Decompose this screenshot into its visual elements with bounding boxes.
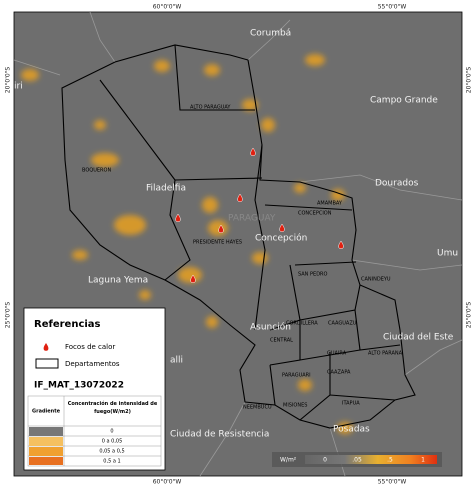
city-label: iri [14,82,23,92]
coordinate-label: 55°0'0"W [378,4,407,11]
city-label: Laguna Yema [88,276,148,286]
department-label: ITAPUA [342,401,360,407]
city-label: Posadas [333,425,370,435]
coordinate-label: 60°0'0"W [153,4,182,11]
table-cell: 0,05 a 0,5 [99,449,124,455]
colorbar-label: 0 [323,457,327,464]
paraguay-departments [61,44,416,429]
table-cell: 0 [110,429,113,435]
table-header: Gradiente [32,409,61,415]
department-label: ALTO PARANA [368,351,403,357]
colorbar-label: 1 [421,457,425,464]
department-label: SAN PEDRO [298,272,328,278]
department-label: NEEMBUCU [243,405,272,411]
department-label: CAAZAPA [327,370,351,376]
department-label: CANINDEYU [361,277,391,283]
department-label: CENTRAL [270,338,293,344]
country-label: PARAGUAY [228,214,276,224]
table-header-text: Concentración de intensidad de fuego(W/m… [67,401,158,415]
department-label: PRESIDENTE HAYES [193,240,242,246]
department-label: CAAGUAZU [328,321,357,327]
coordinate-label: 20°0'0"S [466,67,473,94]
legend-title: Referencias [34,319,101,330]
department-label: GUAIRA [327,351,347,357]
table-header: Concentración de intensidad de fuego(W/m… [67,401,158,415]
department-label: ALTO PARAGUAY [190,105,231,111]
colorbar-label: .05 [352,457,362,464]
city-label: Ciudad del Este [383,333,454,343]
coordinate-label: 25°0'0"S [466,302,473,329]
legend-item: Focos de calor [65,343,115,351]
city-label: Concepción [255,233,307,244]
colorbar-unit: W/m² [280,457,297,464]
city-label: Umu [437,249,458,259]
city-label: Campo Grande [370,96,438,106]
department-label: CONCEPCION [298,211,332,217]
city-label: Filadelfia [146,184,186,194]
city-label: Asunción [250,322,291,333]
city-label: Corumbá [250,29,291,39]
table-cell: 0,5 a 1 [103,459,120,465]
coordinate-label: 25°0'0"S [5,302,12,329]
colorbar-label: .5 [387,457,393,464]
city-label: alli [170,356,183,366]
coordinate-label: 55°0'0"W [378,479,407,486]
department-label: PARAGUARI [282,373,311,379]
coordinate-label: 20°0'0"S [5,67,12,94]
department-label: CORDILLERA [286,321,318,327]
city-label: Ciudad de Resistencia [170,430,269,440]
department-label: BOQUERON [82,168,111,174]
colorbar: W/m² 0 .05 .5 1 [272,452,442,467]
heat-spots [21,54,353,434]
legend-item: Departamentos [65,360,120,368]
table-cell: 0 a 0,05 [102,439,123,445]
department-label: MISIONES [283,403,307,409]
department-label: AMAMBAY [317,201,343,207]
coordinate-label: 60°0'0"W [153,479,182,486]
city-label: Dourados [375,179,419,189]
layer-name: IF_MAT_13072022 [34,381,124,391]
legend: Referencias Focos de calor Departamentos… [23,307,166,471]
